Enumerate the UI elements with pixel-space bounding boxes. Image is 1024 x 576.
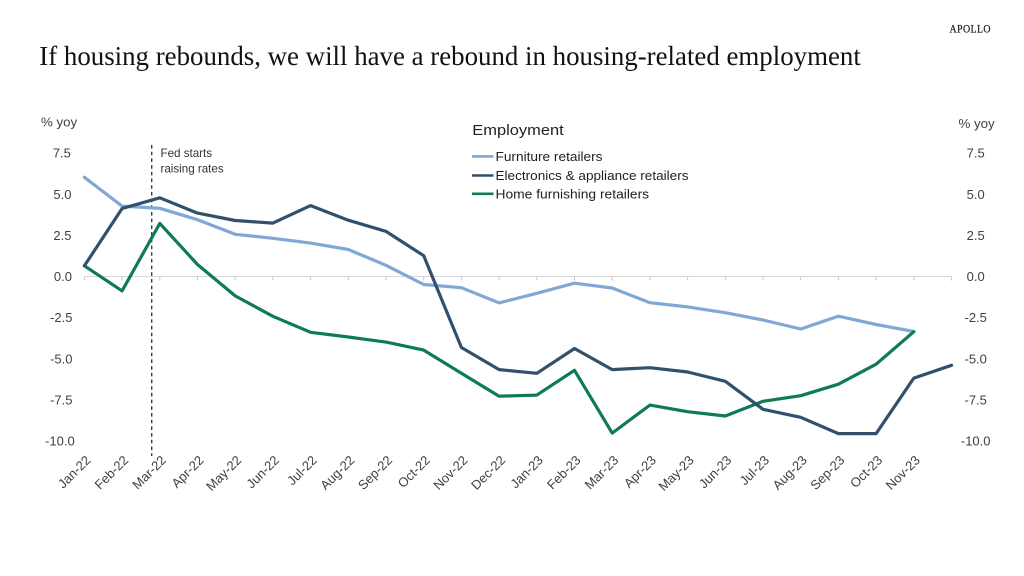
svg-text:Apr-22: Apr-22 bbox=[168, 453, 206, 491]
svg-text:0.0: 0.0 bbox=[54, 269, 72, 284]
svg-text:Oct-23: Oct-23 bbox=[847, 453, 885, 491]
svg-text:-5.0: -5.0 bbox=[50, 351, 72, 366]
svg-text:-10.0: -10.0 bbox=[45, 434, 75, 449]
svg-text:% yoy: % yoy bbox=[41, 114, 78, 129]
svg-text:2.5: 2.5 bbox=[53, 228, 71, 243]
svg-text:Jul-22: Jul-22 bbox=[284, 453, 320, 489]
svg-text:Home furnishing retailers: Home furnishing retailers bbox=[496, 187, 650, 202]
svg-text:-7.5: -7.5 bbox=[50, 392, 72, 407]
svg-text:5.0: 5.0 bbox=[967, 187, 985, 202]
svg-text:May-22: May-22 bbox=[203, 453, 244, 494]
svg-text:Oct-22: Oct-22 bbox=[395, 453, 433, 491]
svg-text:Apr-23: Apr-23 bbox=[621, 453, 659, 491]
svg-text:Nov-22: Nov-22 bbox=[430, 453, 470, 493]
svg-text:Sep-22: Sep-22 bbox=[355, 453, 395, 493]
svg-text:-5.0: -5.0 bbox=[964, 351, 986, 366]
svg-text:0.0: 0.0 bbox=[967, 269, 985, 284]
svg-text:Feb-23: Feb-23 bbox=[544, 453, 584, 493]
svg-text:7.5: 7.5 bbox=[53, 146, 71, 161]
svg-text:2.5: 2.5 bbox=[967, 228, 985, 243]
svg-text:Mar-23: Mar-23 bbox=[582, 453, 622, 493]
svg-text:-2.5: -2.5 bbox=[50, 310, 72, 325]
svg-text:If housing rebounds, we will h: If housing rebounds, we will have a rebo… bbox=[39, 41, 861, 71]
svg-text:Jun-23: Jun-23 bbox=[696, 453, 735, 492]
svg-text:raising rates: raising rates bbox=[161, 163, 224, 176]
svg-text:% yoy: % yoy bbox=[959, 116, 996, 131]
svg-text:Dec-22: Dec-22 bbox=[468, 453, 508, 493]
svg-text:Jun-22: Jun-22 bbox=[243, 453, 282, 492]
svg-text:5.0: 5.0 bbox=[53, 187, 71, 202]
svg-text:-2.5: -2.5 bbox=[964, 310, 986, 325]
svg-text:Mar-22: Mar-22 bbox=[129, 453, 169, 493]
svg-text:Feb-22: Feb-22 bbox=[91, 453, 131, 493]
svg-text:-10.0: -10.0 bbox=[961, 434, 991, 449]
svg-text:Employment: Employment bbox=[472, 122, 564, 139]
svg-text:Electronics & appliance retail: Electronics & appliance retailers bbox=[496, 168, 690, 183]
svg-text:7.5: 7.5 bbox=[967, 146, 985, 161]
svg-text:Aug-22: Aug-22 bbox=[317, 453, 357, 493]
svg-text:Jul-23: Jul-23 bbox=[736, 453, 772, 489]
svg-text:Furniture retailers: Furniture retailers bbox=[496, 149, 604, 164]
svg-text:Aug-23: Aug-23 bbox=[770, 453, 810, 493]
svg-text:Fed starts: Fed starts bbox=[161, 147, 213, 160]
svg-text:Nov-23: Nov-23 bbox=[883, 453, 923, 493]
svg-text:-7.5: -7.5 bbox=[964, 392, 986, 407]
svg-text:Jan-23: Jan-23 bbox=[507, 453, 546, 492]
svg-text:Sep-23: Sep-23 bbox=[807, 453, 847, 493]
svg-text:APOLLO: APOLLO bbox=[950, 21, 992, 35]
svg-text:May-23: May-23 bbox=[655, 453, 696, 494]
svg-text:Jan-22: Jan-22 bbox=[55, 453, 94, 492]
